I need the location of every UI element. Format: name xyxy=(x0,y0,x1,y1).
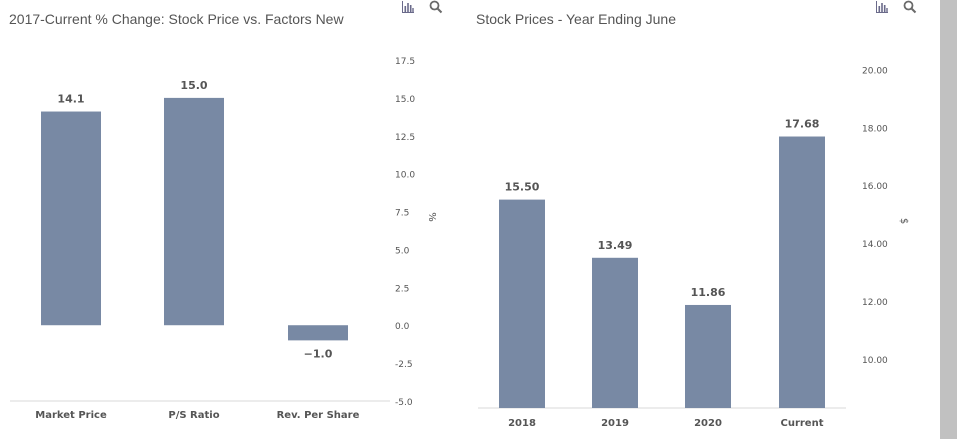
chart-right-category-label: Current xyxy=(780,418,823,429)
chart-left-y-tick-label: -5.0 xyxy=(395,398,413,408)
chart-right-y-tick-label: 20.00 xyxy=(862,66,888,76)
chart-right-bar xyxy=(779,136,825,408)
chart-left-bar xyxy=(288,325,348,341)
chart-left-data-label: −1.0 xyxy=(304,347,333,360)
bar-chart-icon[interactable] xyxy=(875,0,889,14)
chart-left-category-label: P/S Ratio xyxy=(168,410,219,421)
chart-right-y-axis-title: $ xyxy=(898,218,909,224)
search-icon[interactable] xyxy=(903,0,917,14)
chart-right-y-tick-label: 12.00 xyxy=(862,298,888,308)
toolbar-right xyxy=(875,0,919,14)
chart-right-data-label: 13.49 xyxy=(598,239,633,252)
toolbar-left xyxy=(401,0,445,14)
chart-left-plot: 14.1 Market Price 15.0 P/S Ratio −1.0 Rev. Pe… xyxy=(10,57,437,421)
chart-right-bar xyxy=(685,304,731,408)
chart-panel-right: Stock Prices - Year Ending June 15.50 201… xyxy=(468,0,940,439)
chart-left-bar xyxy=(41,111,101,326)
chart-left-category-label: Rev. Per Share xyxy=(277,410,360,421)
chart-right-bar xyxy=(592,257,638,408)
chart-left-y-tick-label: 10.0 xyxy=(395,171,415,181)
bar-chart-icon[interactable] xyxy=(401,0,415,14)
chart-left-y-tick-label: 7.5 xyxy=(395,209,409,219)
chart-right-category-label: 2019 xyxy=(601,418,629,429)
chart-panel-left: 2017-Current % Change: Stock Price vs. F… xyxy=(0,0,460,439)
chart-title-left: 2017-Current % Change: Stock Price vs. F… xyxy=(9,11,344,27)
search-icon[interactable] xyxy=(429,0,443,14)
chart-left-category-label: Market Price xyxy=(35,410,107,421)
chart-left-y-tick-label: 5.0 xyxy=(395,246,410,256)
chart-title-right: Stock Prices - Year Ending June xyxy=(476,11,677,27)
chart-right-y-tick-label: 10.00 xyxy=(862,356,888,366)
chart-left-y-tick-label: 2.5 xyxy=(395,284,409,294)
chart-left-y-axis-title: % xyxy=(426,212,437,222)
scrollbar[interactable] xyxy=(940,0,957,439)
chart-left-bar xyxy=(164,97,224,326)
chart-right-y-tick-label: 18.00 xyxy=(862,124,888,134)
chart-right-y-tick-label: 16.00 xyxy=(862,182,888,192)
chart-right-data-label: 15.50 xyxy=(505,181,540,194)
chart-left-y-tick-label: -2.5 xyxy=(395,360,413,370)
chart-right-data-label: 11.86 xyxy=(691,286,726,299)
chart-right-category-label: 2020 xyxy=(694,418,722,429)
chart-right-plot: 15.50 2018 13.49 2019 11.86 2020 17.68 Current 2… xyxy=(478,66,909,429)
chart-left-y-tick-label: 15.0 xyxy=(395,95,415,105)
chart-right-y-tick-label: 14.00 xyxy=(862,240,888,250)
chart-left-data-label: 15.0 xyxy=(180,79,207,92)
chart-left-y-tick-label: 12.5 xyxy=(395,133,415,143)
chart-left-data-label: 14.1 xyxy=(57,93,84,106)
chart-left-y-tick-label: 17.5 xyxy=(395,57,415,67)
chart-right-data-label: 17.68 xyxy=(785,118,820,131)
chart-left-y-tick-label: 0.0 xyxy=(395,322,410,332)
chart-right-bar xyxy=(499,199,545,408)
chart-right-category-label: 2018 xyxy=(508,418,536,429)
